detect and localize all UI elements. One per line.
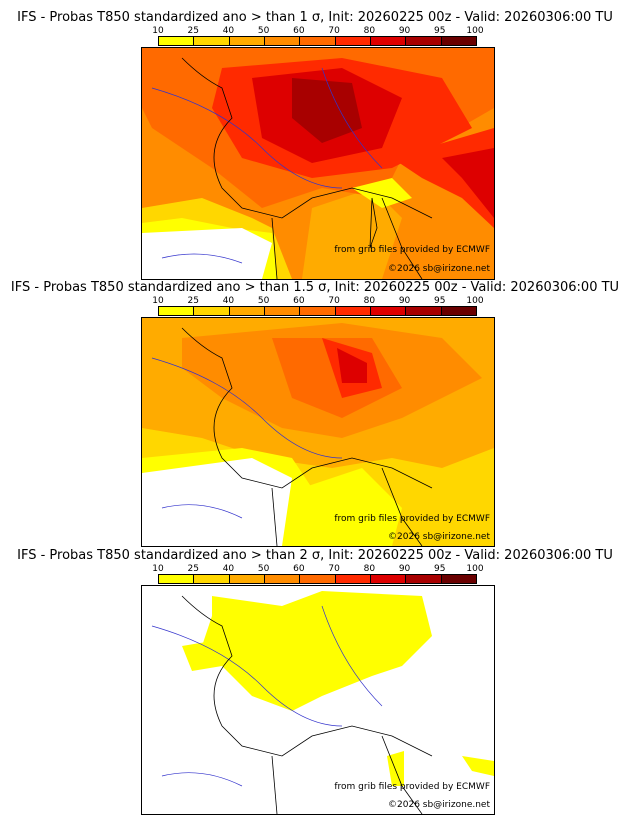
colorbar-1	[158, 36, 477, 46]
colorbar-segment	[300, 307, 336, 315]
colorbar-segment	[441, 37, 476, 45]
colorbar-3	[158, 574, 477, 584]
colorbar-segment	[229, 37, 265, 45]
copyright-2: ©2026 sb@irizone.net	[388, 532, 490, 542]
colorbar-segment	[159, 37, 195, 45]
colorbar-segment	[264, 307, 301, 315]
colorbar-tick-label: 60	[293, 564, 305, 574]
colorbar-segment	[264, 575, 301, 583]
colorbar-tick-label: 60	[293, 26, 305, 36]
colorbar-tick-label: 50	[257, 296, 270, 306]
map-panel-3: from grib files provided by ECMWF ©2026 …	[141, 585, 495, 815]
colorbar-segment	[370, 307, 407, 315]
colorbar-segment	[300, 575, 336, 583]
probability-field-1	[142, 48, 494, 279]
colorbar-tick-label: 40	[222, 26, 235, 36]
colorbar-segment	[264, 37, 301, 45]
colorbar-tick-label: 80	[363, 564, 376, 574]
colorbar-tick-label: 80	[363, 26, 376, 36]
colorbar-tick-label: 10	[152, 564, 164, 574]
colorbar-segment	[194, 37, 230, 45]
colorbar-1-ticks: 10 25 40 50 60 70 80 90 95 100	[152, 26, 483, 36]
colorbar-2-ticks: 10 25 40 50 60 70 80 90 95 100	[152, 296, 483, 306]
colorbar-tick-label: 25	[187, 564, 199, 574]
colorbar-segment	[370, 575, 407, 583]
colorbar-tick-label: 80	[363, 296, 376, 306]
colorbar-tick-label: 70	[328, 564, 340, 574]
source-credit-3: from grib files provided by ECMWF	[334, 782, 490, 792]
map-panel-2: from grib files provided by ECMWF ©2026 …	[141, 317, 495, 547]
colorbar-segment	[229, 307, 265, 315]
colorbar-tick-label: 70	[328, 296, 340, 306]
panel-2-title: IFS - Probas T850 standardized ano > tha…	[10, 280, 620, 295]
colorbar-segment	[229, 575, 265, 583]
colorbar-segment	[441, 575, 476, 583]
colorbar-segment	[300, 37, 336, 45]
colorbar-tick-label: 100	[466, 564, 484, 574]
colorbar-tick-label: 95	[434, 26, 446, 36]
colorbar-tick-label: 40	[222, 564, 235, 574]
colorbar-tick-label: 95	[434, 564, 446, 574]
source-credit-1: from grib files provided by ECMWF	[334, 245, 490, 255]
colorbar-tick-label: 90	[398, 296, 411, 306]
colorbar-tick-label: 60	[293, 296, 305, 306]
probability-field-2	[142, 318, 494, 546]
colorbar-segment	[406, 37, 442, 45]
colorbar-tick-label: 50	[257, 26, 270, 36]
colorbar-segment	[335, 37, 371, 45]
colorbar-segment	[194, 307, 230, 315]
panel-1-title: IFS - Probas T850 standardized ano > tha…	[17, 10, 613, 25]
colorbar-tick-label: 95	[434, 296, 446, 306]
colorbar-tick-label: 100	[466, 296, 484, 306]
colorbar-tick-label: 25	[187, 26, 199, 36]
colorbar-2	[158, 306, 477, 316]
colorbar-tick-label: 90	[398, 564, 411, 574]
colorbar-tick-label: 25	[187, 296, 199, 306]
colorbar-tick-label: 50	[257, 564, 270, 574]
colorbar-segment	[370, 37, 407, 45]
colorbar-tick-label: 10	[152, 26, 164, 36]
copyright-3: ©2026 sb@irizone.net	[388, 800, 490, 810]
colorbar-3-ticks: 10 25 40 50 60 70 80 90 95 100	[152, 564, 483, 574]
colorbar-segment	[406, 575, 442, 583]
source-credit-2: from grib files provided by ECMWF	[334, 514, 490, 524]
colorbar-tick-label: 90	[398, 26, 411, 36]
colorbar-segment	[441, 307, 476, 315]
colorbar-segment	[335, 575, 371, 583]
colorbar-segment	[159, 307, 195, 315]
colorbar-segment	[159, 575, 195, 583]
colorbar-tick-label: 10	[152, 296, 164, 306]
colorbar-segment	[194, 575, 230, 583]
colorbar-segment	[335, 307, 371, 315]
colorbar-segment	[406, 307, 442, 315]
map-panel-1: from grib files provided by ECMWF ©2026 …	[141, 47, 495, 280]
colorbar-tick-label: 100	[466, 26, 484, 36]
probability-field-3	[142, 586, 494, 814]
colorbar-tick-label: 70	[328, 26, 340, 36]
panel-3-title: IFS - Probas T850 standardized ano > tha…	[17, 548, 613, 563]
copyright-1: ©2026 sb@irizone.net	[388, 264, 490, 274]
colorbar-tick-label: 40	[222, 296, 235, 306]
